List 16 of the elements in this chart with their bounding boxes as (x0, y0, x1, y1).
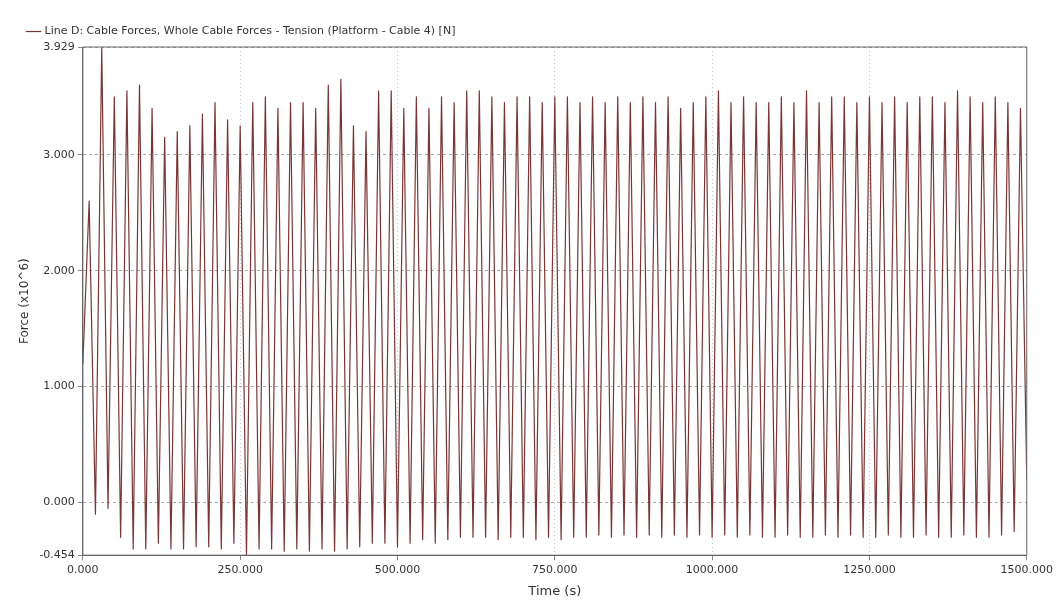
y-tick-label: 2.000 (43, 263, 75, 277)
y-tick-label: 0.000 (43, 495, 75, 509)
y-tick-label: 3.929 (43, 39, 75, 53)
x-tick-label: 0.000 (67, 562, 99, 576)
x-tick-label: 1000.000 (685, 562, 739, 576)
y-tick-label: 3.000 (43, 147, 75, 161)
y-tick-label: 1.000 (43, 379, 75, 393)
x-tick-label: 750.000 (532, 562, 578, 576)
y-axis-title: Force (x10^6) (17, 258, 32, 344)
legend-label: Line D: Cable Forces, Whole Cable Forces - Tension (Platform - Cable 4) [N] (44, 24, 456, 38)
y-tick-label: -0.454 (39, 548, 75, 562)
x-tick-label: 1250.000 (843, 562, 896, 576)
x-tick-label: 500.000 (374, 562, 421, 576)
x-tick-label: 250.000 (217, 562, 263, 576)
x-axis-title: Time (s) (527, 582, 582, 598)
x-tick-label: 1500.000 (1000, 562, 1054, 576)
